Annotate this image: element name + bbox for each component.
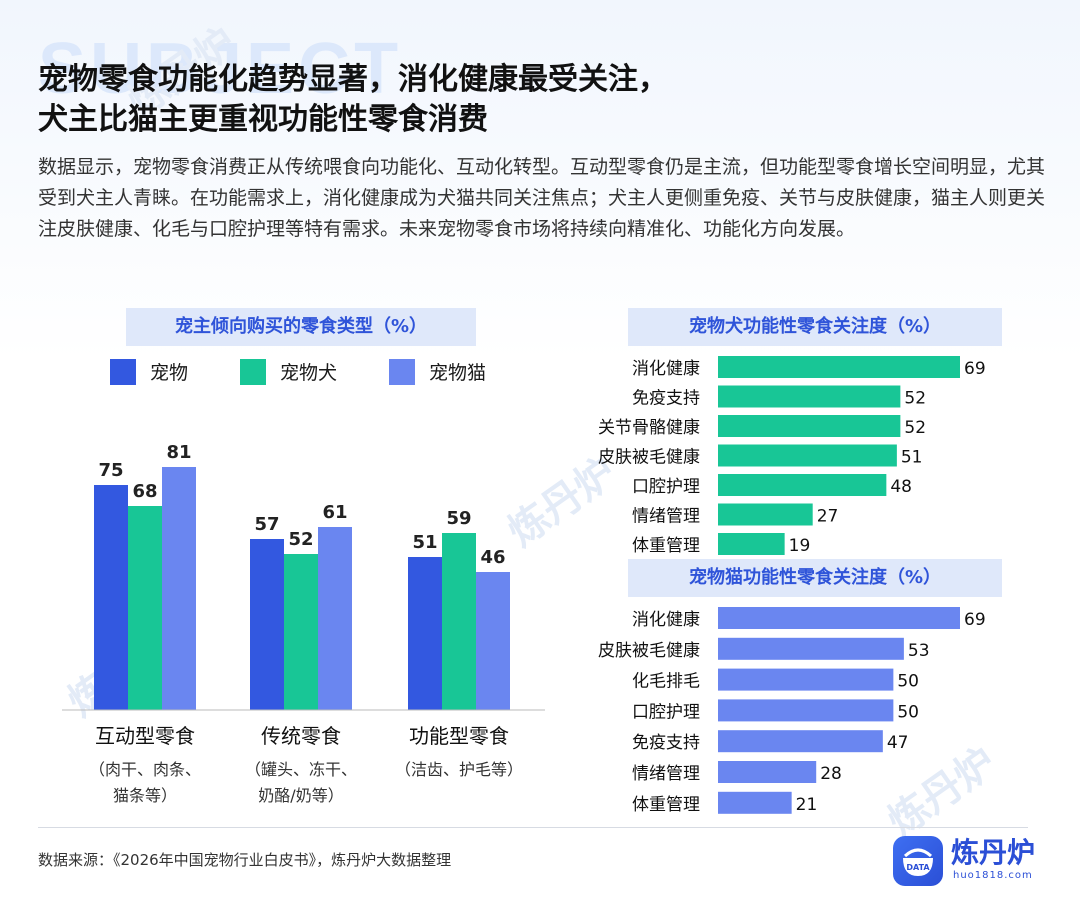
hbar-3 <box>718 444 897 467</box>
legend-label-pet: 宠物 <box>150 362 189 384</box>
logo-url: huo1818.com <box>953 870 1033 881</box>
bar-0-0 <box>94 485 128 710</box>
hbar-1 <box>718 637 904 660</box>
hbar-category-label: 口腔护理 <box>632 702 700 722</box>
bar-value-label: 52 <box>288 529 313 550</box>
logo-name: 炼丹炉 <box>951 836 1036 869</box>
hbar-1 <box>718 385 901 408</box>
chart-legend: 宠物 宠物犬 宠物猫 <box>110 358 538 385</box>
category-label: 传统零食 <box>261 724 341 748</box>
legend-item-dog: 宠物犬 <box>240 358 337 385</box>
left-chart-title: 宠主倾向购买的零食类型（%） <box>126 308 476 346</box>
hbar-3 <box>718 699 894 722</box>
title-line-1: 宠物零食功能化趋势显著，消化健康最受关注， <box>38 62 668 97</box>
bar-value-label: 61 <box>322 502 347 523</box>
hbar-category-label: 免疫支持 <box>632 733 700 753</box>
hbar-4 <box>718 474 887 496</box>
bar-value-label: 57 <box>254 514 279 535</box>
page-title: 宠物零食功能化趋势显著，消化健康最受关注， 犬主比猫主更重视功能性零食消费 <box>38 60 1038 140</box>
bar-2-0 <box>408 557 442 710</box>
legend-swatch-dog <box>240 358 267 385</box>
hbar-category-label: 免疫支持 <box>632 389 700 409</box>
description: 数据显示，宠物零食消费正从传统喂食向功能化、互动化转型。互动型零食仍是主流，但功… <box>38 156 1046 240</box>
footer-divider <box>38 827 1028 828</box>
hbar-value-label: 52 <box>904 418 926 438</box>
background-word: SUBJECT <box>38 29 403 109</box>
data-source: 数据来源：《2026年中国宠物行业白皮书》，炼丹炉大数据整理 <box>38 851 452 869</box>
hbar-5 <box>718 761 817 783</box>
cat-horizontal-bar-chart: 消化健康 69 皮肤被毛健康 53 化毛排毛 50 口腔护理 50 免疫支持 47 情绪管理 28 体重… <box>598 607 986 815</box>
hbar-value-label: 53 <box>908 641 930 661</box>
hbar-category-label: 消化健康 <box>632 359 700 379</box>
hbar-0 <box>718 356 960 378</box>
hbar-value-label: 21 <box>796 795 818 815</box>
category-label: 互动型零食 <box>95 724 195 748</box>
bar-2-1 <box>442 533 476 710</box>
hbar-value-label: 50 <box>897 702 919 722</box>
dog-chart-title: 宠物犬功能性零食关注度（%） <box>628 308 1002 346</box>
legend-item-pet: 宠物 <box>110 358 188 385</box>
hbar-category-label: 情绪管理 <box>632 507 700 527</box>
hbar-category-label: 关节骨骼健康 <box>598 418 700 438</box>
hbar-value-label: 69 <box>964 610 986 630</box>
hbar-category-label: 消化健康 <box>632 610 700 630</box>
bar-0-2 <box>162 467 196 710</box>
logo-icon: DATA <box>893 836 943 886</box>
hbar-0 <box>718 607 960 629</box>
vertical-bar-chart: 75 68 81 互动型零食 （肉干、肉条、猫条等） 57 52 61 传统零食 （罐头、冻干、奶… <box>62 442 545 805</box>
hbar-category-label: 皮肤被毛健康 <box>598 641 700 661</box>
bar-1-2 <box>318 527 352 710</box>
hbar-category-label: 皮肤被毛健康 <box>598 448 700 468</box>
hbar-value-label: 47 <box>887 733 909 753</box>
hbar-value-label: 51 <box>901 448 923 468</box>
cat-chart-title: 宠物猫功能性零食关注度（%） <box>628 559 1002 597</box>
hbar-category-label: 口腔护理 <box>632 477 700 497</box>
hbar-value-label: 19 <box>789 536 811 556</box>
category-note: （洁齿、护毛等） <box>395 760 523 779</box>
category-note: （肉干、肉条、 <box>89 760 201 779</box>
category-note: 猫条等） <box>113 786 177 805</box>
hbar-2 <box>718 415 901 437</box>
dog-horizontal-bar-chart: 消化健康 69 免疫支持 52 关节骨骼健康 52 皮肤被毛健康 51 口腔护理 48 情绪管理 27… <box>598 356 986 556</box>
hbar-5 <box>718 503 813 526</box>
hbar-value-label: 48 <box>890 477 912 497</box>
hbar-value-label: 69 <box>964 359 986 379</box>
hbar-4 <box>718 730 883 753</box>
hbar-value-label: 28 <box>820 764 842 784</box>
bar-value-label: 81 <box>166 442 191 463</box>
brand-logo: DATA 炼丹炉 huo1818.com <box>893 836 1053 888</box>
hbar-value-label: 52 <box>904 389 926 409</box>
hbar-6 <box>718 791 792 814</box>
bar-value-label: 46 <box>480 547 505 568</box>
bar-1-0 <box>250 539 284 710</box>
bar-0-1 <box>128 506 162 710</box>
bar-value-label: 75 <box>98 460 123 481</box>
category-note: 奶酪/奶等） <box>258 786 343 805</box>
bar-2-2 <box>476 572 510 710</box>
bar-value-label: 59 <box>446 508 471 529</box>
category-label: 功能型零食 <box>409 724 509 748</box>
hbar-category-label: 体重管理 <box>632 795 700 815</box>
bar-value-label: 68 <box>132 481 157 502</box>
hbar-value-label: 27 <box>817 507 839 527</box>
hbar-category-label: 体重管理 <box>632 536 700 556</box>
hbar-6 <box>718 533 785 555</box>
hbar-category-label: 情绪管理 <box>632 764 700 784</box>
title-line-2: 犬主比猫主更重视功能性零食消费 <box>38 102 488 137</box>
legend-swatch-cat <box>389 358 416 385</box>
legend-label-cat: 宠物猫 <box>429 362 487 384</box>
hbar-value-label: 50 <box>897 672 919 692</box>
bar-value-label: 51 <box>412 532 437 553</box>
hbar-2 <box>718 668 894 691</box>
category-note: （罐头、冻干、 <box>245 760 357 779</box>
cauldron-icon: DATA <box>903 848 933 876</box>
bar-1-1 <box>284 554 318 710</box>
legend-swatch-pet <box>110 358 136 385</box>
logo-badge: DATA <box>906 863 930 872</box>
hbar-category-label: 化毛排毛 <box>632 672 700 692</box>
legend-label-dog: 宠物犬 <box>280 362 338 384</box>
legend-item-cat: 宠物猫 <box>389 358 486 385</box>
